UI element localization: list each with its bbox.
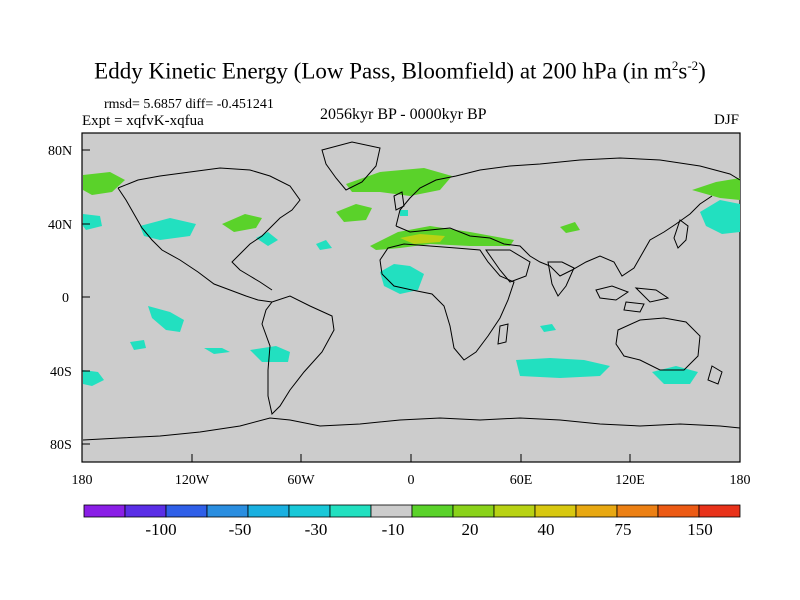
colorbar-label: -10 (382, 520, 405, 539)
colorbar-label: -30 (305, 520, 328, 539)
colorbar-label: -100 (145, 520, 176, 539)
colorbar-swatch (247, 504, 290, 518)
x-tick-label: 120W (175, 473, 210, 488)
colorbar-label: 75 (615, 520, 632, 539)
colorbar-swatch (83, 504, 126, 518)
colorbar-swatch (411, 504, 454, 518)
x-tick-label: 180 (730, 473, 751, 488)
season-label: DJF (713, 112, 739, 128)
high-positive-core (400, 234, 445, 244)
y-tick-label: 40N (48, 218, 72, 233)
coastlines (82, 141, 741, 441)
negative-anomaly-regions (83, 200, 740, 386)
y-tick-label: 40S (50, 365, 72, 380)
colorbar-swatch (575, 504, 618, 518)
colorbar-swatch (329, 504, 372, 518)
period-label: 2056kyr BP - 0000kyr BP (320, 106, 487, 123)
chart-title: Eddy Kinetic Energy (Low Pass, Bloomfiel… (94, 58, 706, 84)
experiment-label: Expt = xqfvK-xqfua (82, 113, 204, 129)
x-tick-label: 180 (72, 473, 93, 488)
colorbar-swatch (452, 504, 495, 518)
stats-text: rmsd= 5.6857 diff= -0.451241 (104, 97, 274, 112)
colorbar-swatch (698, 504, 741, 518)
colorbar-swatch (165, 504, 208, 518)
colorbar-swatch (534, 504, 577, 518)
colorbar-swatch (288, 504, 331, 518)
x-tick-label: 60W (287, 473, 315, 488)
colorbar-swatch (124, 504, 167, 518)
x-tick-label: 120E (615, 473, 645, 488)
colorbar-label: 40 (538, 520, 555, 539)
colorbar-swatch (493, 504, 536, 518)
colorbar-label: 20 (462, 520, 479, 539)
colorbar-swatch (616, 504, 659, 518)
colorbar-swatch (370, 504, 413, 518)
x-tick-label: 0 (408, 473, 415, 488)
axis-ticks (82, 149, 631, 462)
x-tick-label: 60E (510, 473, 533, 488)
y-tick-label: 80N (48, 144, 72, 159)
colorbar-swatch (206, 504, 249, 518)
colorbar-label: -50 (229, 520, 252, 539)
colorbar (83, 504, 741, 518)
colorbar-label: 150 (687, 520, 713, 539)
y-tick-label: 80S (50, 438, 72, 453)
colorbar-swatch (657, 504, 700, 518)
y-tick-label: 0 (62, 291, 69, 306)
